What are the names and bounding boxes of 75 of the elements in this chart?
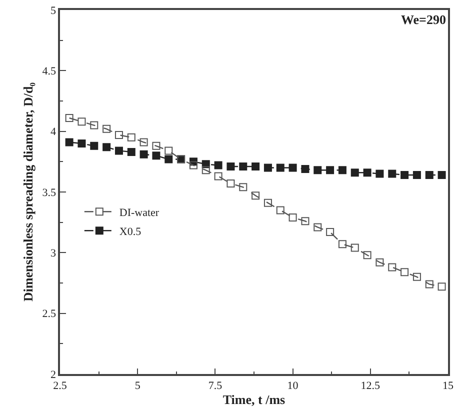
point	[264, 164, 272, 172]
x-tick-label: 10	[287, 380, 299, 392]
point	[326, 166, 334, 174]
point	[301, 217, 310, 226]
point	[152, 152, 160, 160]
point	[412, 171, 421, 180]
point	[412, 272, 421, 281]
point	[90, 121, 98, 130]
point	[438, 171, 446, 180]
point	[350, 244, 359, 252]
point	[338, 166, 346, 174]
y-axis-title: Dimensionless spreading diameter, D/d₀	[20, 82, 36, 302]
x-tick-label: 15	[442, 380, 454, 392]
point	[252, 162, 260, 171]
point	[239, 162, 248, 171]
legend-label: X0.5	[119, 226, 142, 238]
point	[276, 164, 284, 172]
point	[388, 170, 396, 178]
point	[127, 133, 136, 142]
y-tick-label: 2.5	[42, 308, 57, 320]
point	[326, 228, 334, 236]
x-tick-label: 5	[134, 380, 141, 392]
point	[301, 164, 310, 173]
point	[202, 166, 210, 174]
point	[189, 161, 198, 170]
point	[140, 138, 148, 146]
point	[264, 198, 272, 207]
point	[226, 162, 235, 171]
point	[400, 268, 409, 276]
point	[102, 143, 111, 152]
point	[226, 180, 235, 188]
point	[425, 280, 434, 288]
point	[276, 206, 284, 214]
y-tick-label: 4.5	[42, 66, 57, 78]
point	[363, 251, 372, 260]
y-tick-label: 3	[50, 248, 57, 260]
point	[388, 263, 396, 272]
point	[152, 142, 160, 150]
point	[350, 168, 359, 177]
point	[314, 166, 322, 174]
point	[314, 223, 322, 232]
point	[78, 139, 86, 148]
point	[164, 155, 173, 164]
point	[65, 138, 74, 146]
point	[102, 124, 111, 133]
point	[140, 150, 148, 158]
point	[425, 171, 434, 180]
point	[127, 148, 136, 156]
point	[239, 183, 248, 192]
point	[376, 258, 384, 266]
x-tick-label: 7.5	[208, 380, 223, 392]
point	[288, 164, 297, 172]
point	[214, 161, 222, 170]
point	[164, 146, 173, 155]
y-tick-label: 5	[50, 4, 57, 17]
annotation: We=290	[401, 12, 446, 27]
point	[114, 130, 123, 139]
point	[90, 142, 98, 150]
point	[363, 168, 372, 177]
x-axis-title: Time, t /ms	[222, 392, 286, 408]
point	[252, 192, 260, 200]
point	[78, 118, 86, 126]
y-tick-label: 4	[50, 126, 57, 138]
point	[376, 170, 384, 178]
x-tick-label: 12.5	[360, 380, 381, 392]
point	[400, 171, 409, 180]
point	[114, 146, 123, 155]
y-tick-label: 3.5	[42, 186, 57, 199]
point	[214, 172, 222, 180]
point	[338, 240, 346, 248]
point	[438, 282, 446, 291]
point	[288, 213, 297, 222]
y-tick-label: 2	[50, 368, 56, 381]
legend-label: DI-water	[119, 206, 160, 219]
point	[65, 114, 74, 122]
